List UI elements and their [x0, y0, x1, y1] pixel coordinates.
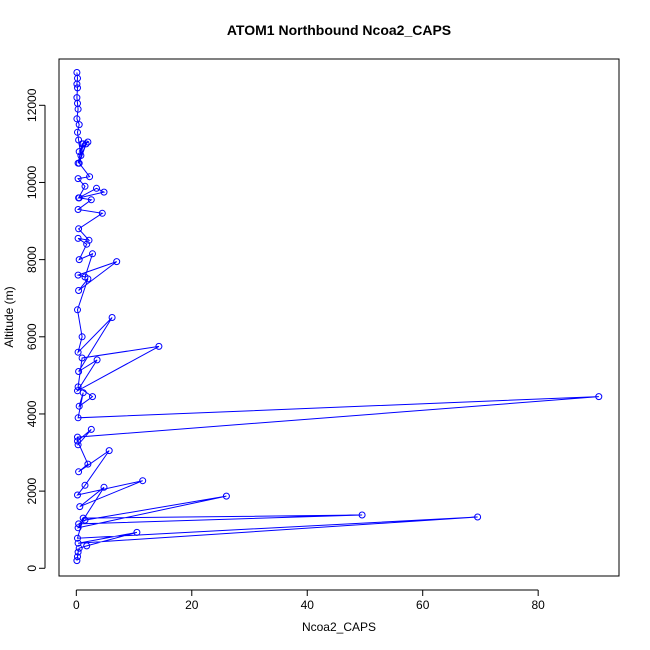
data-point — [84, 138, 92, 146]
data-point — [81, 516, 89, 524]
data-point — [76, 503, 84, 511]
data-point — [75, 468, 83, 476]
x-tick-label: 80 — [531, 598, 545, 612]
data-point — [93, 356, 101, 364]
data-point — [98, 209, 106, 217]
data-point — [358, 511, 366, 519]
data-point — [75, 287, 83, 294]
data-point — [73, 557, 81, 565]
x-axis: 0 20 40 60 80 — [73, 589, 545, 612]
data-point — [105, 447, 113, 455]
data-point — [133, 528, 141, 536]
data-point — [74, 175, 82, 183]
data-point — [83, 240, 91, 248]
data-point — [74, 234, 82, 242]
data-point — [75, 368, 83, 375]
data-point — [474, 513, 482, 521]
data-point — [74, 84, 81, 92]
data-point — [100, 483, 108, 491]
data-point — [83, 542, 91, 550]
data-point — [87, 196, 95, 204]
data-point — [78, 354, 86, 362]
data-point — [79, 514, 87, 522]
data-point — [82, 140, 90, 148]
data-point — [74, 387, 81, 395]
data-point — [155, 342, 163, 350]
data-point — [75, 121, 83, 129]
data-point — [81, 481, 89, 489]
data-point — [222, 492, 230, 500]
y-axis: 0 2000 4000 6000 8000 10000 12000 — [25, 88, 46, 572]
x-axis-label: Ncoa2_CAPS — [302, 620, 376, 634]
y-tick-label: 10000 — [25, 165, 39, 199]
data-point — [81, 182, 89, 190]
data-point — [74, 534, 81, 542]
data-point — [74, 128, 81, 136]
series-line — [76, 72, 599, 561]
data-point — [74, 441, 82, 449]
data-point — [75, 148, 83, 156]
y-tick-label: 2000 — [25, 477, 39, 504]
data-point — [81, 273, 89, 281]
data-point — [74, 383, 82, 391]
data-point — [139, 477, 147, 485]
data-point — [75, 194, 83, 202]
data-point — [75, 136, 83, 144]
data-point — [85, 236, 93, 244]
x-tick-label: 60 — [416, 598, 430, 612]
data-point — [100, 188, 108, 196]
data-point — [108, 314, 116, 321]
plot-frame — [58, 58, 620, 577]
data-point — [84, 460, 92, 468]
data-point — [75, 544, 83, 552]
data-point — [75, 520, 83, 528]
series-points — [73, 69, 603, 565]
chart-title: ATOM1 Northbound Ncoa2_CAPS — [227, 22, 451, 38]
data-point — [74, 348, 82, 356]
data-point — [74, 206, 82, 213]
data-point — [86, 173, 94, 181]
data-point — [93, 184, 100, 192]
x-tick-label: 40 — [301, 598, 315, 612]
data-point — [74, 491, 81, 499]
data-point — [74, 437, 81, 445]
y-tick-label: 8000 — [25, 246, 39, 273]
y-axis-label: Altitude (m) — [2, 286, 16, 347]
y-tick-label: 4000 — [25, 400, 39, 427]
data-point — [89, 250, 96, 258]
data-point — [75, 225, 83, 233]
data-point — [89, 393, 96, 401]
data-point — [79, 140, 87, 148]
data-point — [74, 306, 81, 314]
data-point — [74, 524, 82, 532]
data-point — [113, 258, 121, 266]
y-tick-label: 0 — [25, 565, 39, 572]
data-point — [595, 393, 603, 401]
data-point — [74, 433, 81, 441]
data-point — [74, 271, 82, 279]
data-point — [74, 553, 81, 561]
data-point — [73, 94, 81, 102]
y-tick-label: 12000 — [25, 88, 39, 122]
data-point — [73, 69, 81, 76]
data-point — [78, 333, 86, 341]
data-point — [74, 548, 82, 556]
data-point — [75, 256, 83, 264]
data-point — [73, 115, 81, 123]
data-point — [87, 425, 95, 433]
data-point — [74, 539, 82, 547]
data-point — [74, 159, 82, 167]
y-tick-label: 6000 — [25, 323, 39, 350]
x-tick-label: 0 — [73, 598, 80, 612]
data-point — [75, 402, 83, 410]
data-point — [77, 152, 85, 159]
data-point — [74, 414, 82, 422]
x-tick-label: 20 — [185, 598, 199, 612]
